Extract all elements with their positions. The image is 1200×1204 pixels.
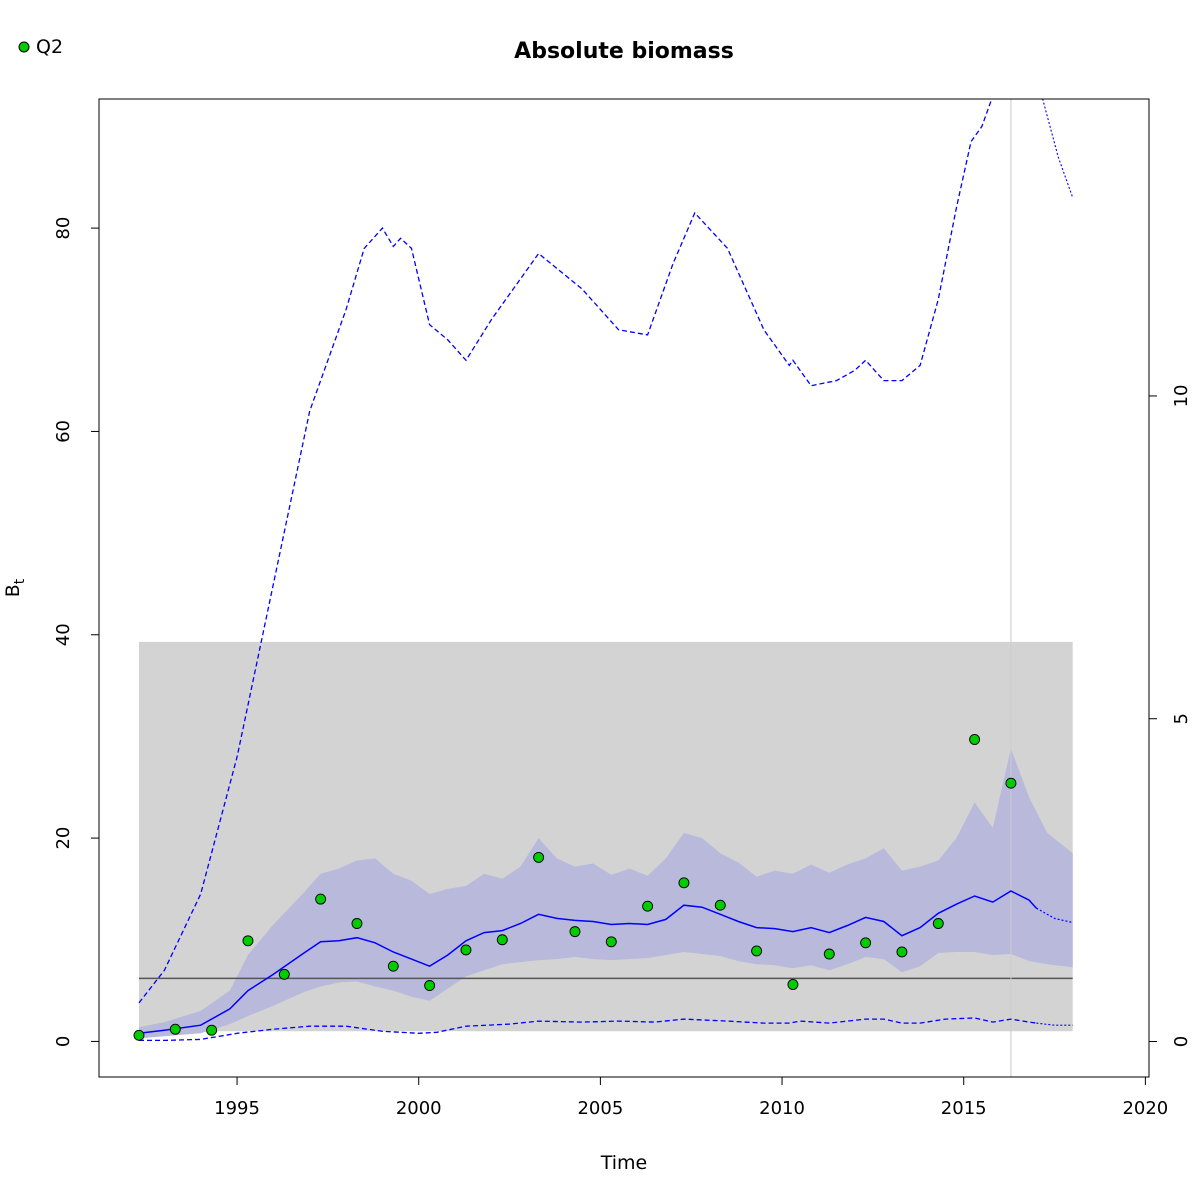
- x-tick-label: 2015: [941, 1098, 987, 1119]
- data-point: [460, 944, 472, 956]
- data-point: [242, 935, 254, 947]
- data-point: [860, 937, 872, 949]
- y-axis-title-main: B: [2, 584, 24, 597]
- y-axis-left: 0 20 40 60 80: [53, 217, 100, 1047]
- x-tick-label: 2000: [396, 1098, 442, 1119]
- lower-dashed-line: [139, 1017, 1037, 1042]
- x-tick-label: 2010: [759, 1098, 805, 1119]
- legend: Q2: [18, 36, 63, 58]
- y-right-tick-label: 10: [1171, 384, 1192, 407]
- data-point: [605, 936, 617, 948]
- data-point: [569, 926, 581, 938]
- y-right-tick-label: 0: [1171, 1036, 1192, 1047]
- y-axis-title: Bt: [2, 578, 28, 597]
- data-point: [932, 918, 944, 929]
- x-tick-label: 1995: [214, 1098, 260, 1119]
- data-point: [823, 948, 835, 960]
- upper-dashed-line: [138, 99, 993, 1004]
- plot-area: [133, 99, 1074, 1077]
- x-tick-label: 2020: [1122, 1098, 1168, 1119]
- legend-label: Q2: [36, 36, 63, 58]
- data-point: [169, 1023, 181, 1035]
- chart-title: Absolute biomass: [514, 39, 734, 64]
- y-tick-label: 20: [53, 827, 74, 850]
- data-point: [678, 877, 690, 889]
- y-tick-label: 60: [53, 420, 74, 443]
- data-point: [787, 979, 799, 990]
- data-point: [1005, 777, 1017, 789]
- data-point: [424, 980, 436, 991]
- x-tick-label: 2005: [577, 1098, 623, 1119]
- data-point: [714, 899, 726, 911]
- data-point: [896, 946, 908, 958]
- data-point: [969, 734, 981, 745]
- estimate-line: [138, 890, 1037, 1035]
- y-tick-label: 80: [53, 217, 74, 240]
- data-point: [351, 918, 363, 929]
- y-tick-label: 40: [53, 623, 74, 646]
- data-point: [278, 968, 290, 980]
- confidence-band: [139, 748, 1073, 1039]
- estimate-projection-line: [1036, 907, 1073, 924]
- x-axis: 1995 2000 2005 2010 2015 2020: [214, 1076, 1168, 1119]
- data-point: [533, 851, 545, 863]
- x-axis-title: Time: [600, 1152, 648, 1174]
- data-point: [751, 945, 763, 957]
- data-point: [315, 893, 327, 905]
- upper-projection-line: [1042, 99, 1074, 198]
- y-axis-title-subscript: t: [12, 578, 28, 584]
- y-tick-label: 0: [53, 1036, 74, 1047]
- data-point: [133, 1029, 145, 1041]
- data-point: [642, 900, 654, 912]
- y-axis-right: 0 5 10: [1148, 384, 1192, 1047]
- y-right-tick-label: 5: [1171, 713, 1192, 724]
- data-point: [206, 1024, 218, 1036]
- data-point: [387, 960, 399, 972]
- data-point: [496, 934, 508, 946]
- legend-marker: [18, 41, 30, 53]
